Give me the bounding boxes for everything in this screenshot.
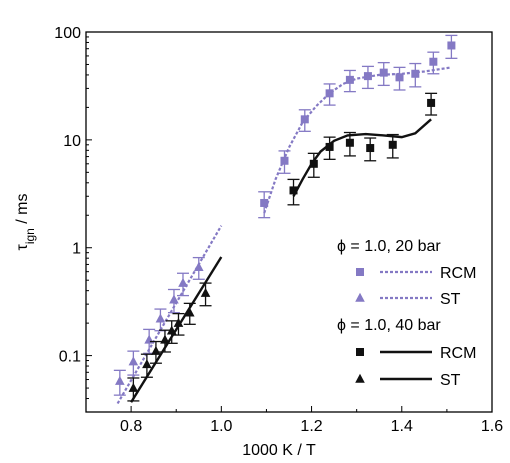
- data-point-st: [160, 334, 170, 344]
- y-axis-title: τign / ms: [14, 193, 37, 250]
- data-point-rcm: [300, 115, 309, 124]
- data-point-st: [184, 307, 195, 317]
- data-point-rcm: [429, 57, 438, 66]
- legend-marker: [355, 373, 365, 383]
- data-point-rcm: [289, 186, 298, 195]
- data-point-rcm: [309, 159, 318, 168]
- data-point-rcm: [427, 98, 436, 107]
- legend-label: ST: [440, 372, 461, 389]
- data-point-st: [144, 334, 154, 344]
- data-point-rcm: [345, 138, 354, 147]
- data-point-st: [166, 325, 177, 335]
- x-tick-label: 1.2: [300, 418, 322, 435]
- y-tick-label: 10: [63, 133, 81, 150]
- data-point-st: [151, 345, 161, 355]
- model-line-rcm: [263, 66, 452, 214]
- data-point-rcm: [325, 142, 334, 151]
- model-line-rcm: [292, 118, 432, 197]
- data-point-rcm: [395, 73, 404, 82]
- data-point-st: [169, 294, 179, 304]
- legend-marker: [355, 292, 365, 302]
- data-point-st: [128, 382, 139, 392]
- data-point-st: [115, 375, 125, 385]
- legend-label: RCM: [440, 345, 476, 362]
- model-lines: [116, 66, 452, 405]
- data-point-rcm: [366, 144, 375, 153]
- legend-group1-title: ϕ = 1.0, 20 bar: [337, 238, 441, 255]
- plot-frame: [85, 31, 493, 413]
- data-point-st: [173, 317, 184, 327]
- data-point-st: [128, 356, 139, 366]
- data-point-st: [193, 261, 204, 271]
- data-point-rcm: [260, 198, 269, 207]
- x-axis-title: 1000 K / T: [242, 442, 316, 458]
- data-point-rcm: [345, 75, 354, 84]
- data-point-rcm: [379, 68, 388, 77]
- data-point-st: [178, 277, 188, 287]
- model-line-st: [130, 256, 223, 403]
- model-line-st: [116, 225, 223, 405]
- data-point-rcm: [363, 72, 372, 81]
- y-tick-label: 100: [54, 25, 81, 42]
- legend-label: ST: [440, 291, 461, 308]
- y-tick-label: 0.1: [59, 349, 81, 366]
- legend-marker: [356, 348, 364, 356]
- y-tick-label: 1: [72, 241, 81, 258]
- data-points: [113, 34, 458, 402]
- x-tick-label: 1.4: [391, 418, 413, 435]
- data-point-st: [155, 313, 166, 323]
- data-point-st: [142, 359, 152, 369]
- axes: 0.8 1.0 1.2 1.4 1.6 0.1 1 10 100 1000 K / T τign /…: [14, 25, 503, 459]
- data-point-st: [200, 287, 211, 297]
- x-tick-label: 1.6: [481, 418, 503, 435]
- x-tick-label: 1.0: [210, 418, 232, 435]
- data-point-rcm: [388, 140, 397, 149]
- legend-marker: [356, 268, 364, 276]
- legend: ϕ = 1.0, 20 bar ϕ = 1.0, 40 bar RCM ST RCM ST: [337, 238, 476, 389]
- data-point-rcm: [447, 41, 456, 50]
- data-point-rcm: [411, 69, 420, 78]
- data-point-rcm: [280, 156, 289, 165]
- x-tick-label: 0.8: [120, 418, 142, 435]
- legend-label: RCM: [440, 265, 476, 282]
- legend-group2-title: ϕ = 1.0, 40 bar: [337, 317, 441, 334]
- data-point-rcm: [325, 89, 334, 98]
